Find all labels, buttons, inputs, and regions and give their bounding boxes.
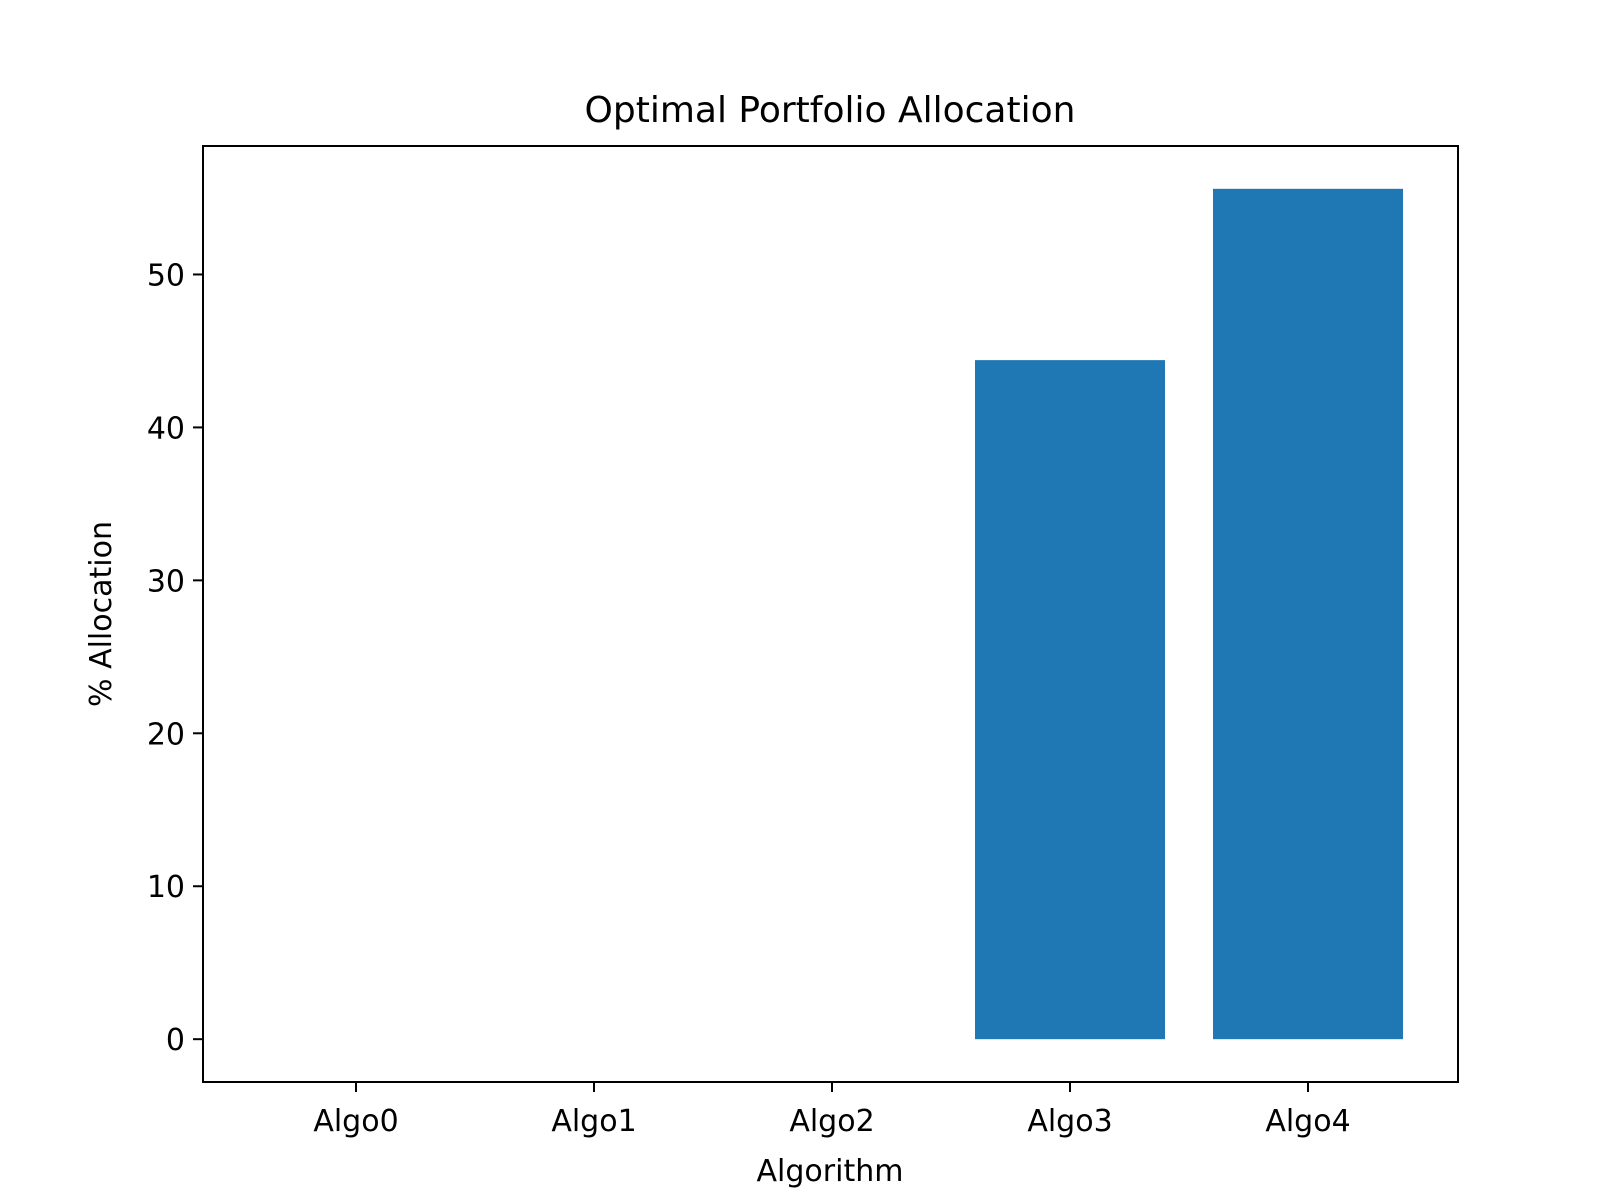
y-tick-label: 20 [147,717,185,752]
plot-frame [202,145,1459,1083]
x-tick-label: Algo4 [1265,1104,1350,1139]
bars [975,188,1403,1040]
plot-area [202,145,1459,1083]
bar-algo3 [975,360,1165,1040]
x-tick-label: Algo2 [789,1104,874,1139]
y-tick-label: 10 [147,870,185,905]
y-tick-label: 0 [166,1023,185,1058]
x-axis: Algo0 Algo1 Algo2 Algo3 Algo4 [313,1082,1351,1139]
x-tick-label: Algo3 [1027,1104,1112,1139]
chart-title: Optimal Portfolio Allocation [585,90,1076,131]
y-axis-label: % Allocation [84,521,119,707]
x-axis-label: Algorithm [757,1154,904,1189]
x-tick-label: Algo1 [551,1104,636,1139]
y-tick-label: 30 [147,564,185,599]
x-tick-label: Algo0 [313,1104,398,1139]
y-tick-label: 50 [147,258,185,293]
bar-algo4 [1213,188,1403,1040]
y-tick-label: 40 [147,411,185,446]
y-axis: 0 10 20 30 40 50 [147,258,203,1058]
